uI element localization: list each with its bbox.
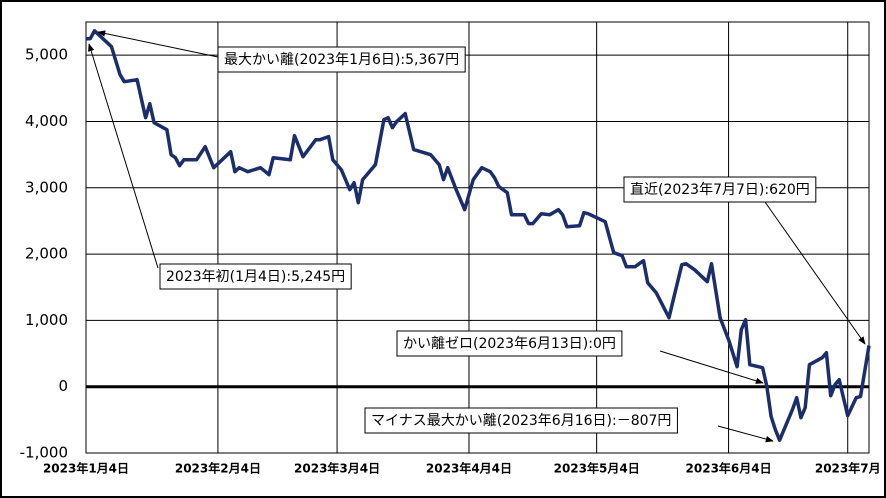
x-tick-label: 2023年1月4日 (43, 461, 129, 476)
annotation-box (364, 407, 678, 434)
annotation-box (159, 263, 352, 290)
x-tick-label: 2023年4月4日 (426, 461, 512, 476)
annotation-box (396, 330, 623, 357)
y-tick-label: 5,000 (25, 46, 68, 64)
x-tick-label: 2023年7月 (815, 461, 881, 476)
annotation-text: 最大かい離(2023年1月6日):5,367円 (224, 51, 459, 68)
annotation-arrow (88, 43, 159, 269)
annotation-text: 2023年初(1月4日):5,245円 (166, 268, 345, 285)
x-tick-label: 2023年3月4日 (294, 461, 380, 476)
y-tick-label: 0 (58, 377, 68, 395)
y-tick-label: 2,000 (25, 245, 68, 263)
x-tick-label: 2023年6月4日 (686, 461, 772, 476)
y-tick-label: 4,000 (25, 112, 68, 130)
x-tick-label: 2023年5月4日 (554, 461, 640, 476)
y-tick-label: -1,000 (20, 444, 68, 462)
annotation-arrow (659, 350, 764, 384)
data-line (85, 29, 871, 442)
y-tick-label: 1,000 (25, 311, 68, 329)
annotation-arrow (764, 201, 866, 345)
annotation-text: マイナス最大かい離(2023年6月16日):－807円 (371, 412, 671, 429)
annotation-box (623, 176, 817, 203)
plot-area (85, 21, 870, 454)
y-tick-label: 3,000 (25, 178, 68, 196)
annotation-text: かい離ゼロ(2023年6月13日):0円 (403, 335, 616, 352)
annotation-text: 直近(2023年7月7日):620円 (630, 181, 810, 198)
annotation-arrow (97, 30, 219, 58)
x-tick-label: 2023年2月4日 (175, 461, 261, 476)
annotation-arrow (717, 425, 774, 443)
annotation-box (217, 46, 466, 73)
